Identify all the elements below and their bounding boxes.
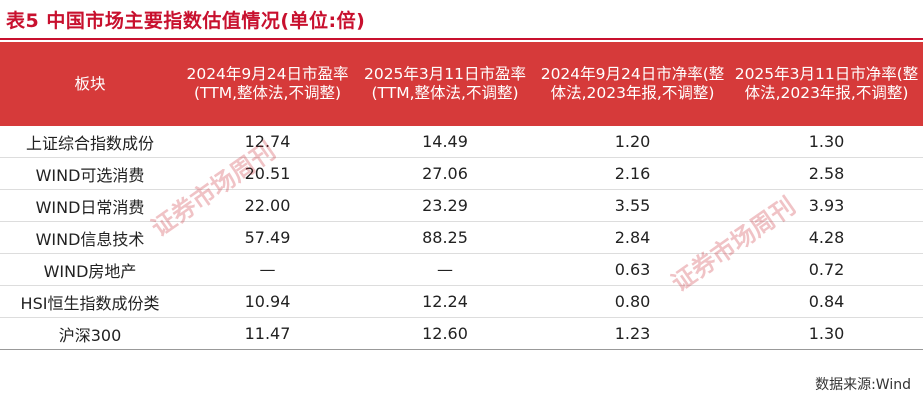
cell: 1.30 xyxy=(730,126,923,158)
cell: 12.24 xyxy=(355,285,535,318)
cell: — xyxy=(355,253,535,286)
cell: 27.06 xyxy=(355,157,535,190)
cell: 0.84 xyxy=(730,285,923,318)
cell: 1.23 xyxy=(535,317,730,350)
cell: 20.51 xyxy=(180,157,355,190)
table-row: 上证综合指数成份 12.74 14.49 1.20 1.30 xyxy=(0,126,923,158)
cell: 10.94 xyxy=(180,285,355,318)
column-header: 2024年9月24日市盈率(TTM,整体法,不调整) xyxy=(180,42,355,126)
cell: 0.80 xyxy=(535,285,730,318)
cell: 2.84 xyxy=(535,221,730,254)
valuation-table: 板块 2024年9月24日市盈率(TTM,整体法,不调整) 2025年3月11日市盈… xyxy=(0,42,923,350)
title-rule xyxy=(0,38,923,40)
cell: 2.58 xyxy=(730,157,923,190)
cell: 3.93 xyxy=(730,189,923,222)
table-row: WIND可选消费 20.51 27.06 2.16 2.58 xyxy=(0,157,923,190)
column-header: 2025年3月11日市盈率(TTM,整体法,不调整) xyxy=(355,42,535,126)
cell: 4.28 xyxy=(730,221,923,254)
cell: 0.72 xyxy=(730,253,923,286)
row-label: WIND房地产 xyxy=(0,253,180,286)
cell: 2.16 xyxy=(535,157,730,190)
source-note: 数据来源:Wind xyxy=(815,377,911,393)
cell: 88.25 xyxy=(355,221,535,254)
row-label: WIND可选消费 xyxy=(0,157,180,190)
row-label: 上证综合指数成份 xyxy=(0,126,180,158)
cell: 1.20 xyxy=(535,126,730,158)
cell: 1.30 xyxy=(730,317,923,350)
table-row: WIND日常消费 22.00 23.29 3.55 3.93 xyxy=(0,189,923,222)
cell: 23.29 xyxy=(355,189,535,222)
cell: 0.63 xyxy=(535,253,730,286)
table-body: 上证综合指数成份 12.74 14.49 1.20 1.30 WIND可选消费 20.51 2… xyxy=(0,126,923,350)
row-label: WIND日常消费 xyxy=(0,189,180,222)
cell: 11.47 xyxy=(180,317,355,350)
cell: 3.55 xyxy=(535,189,730,222)
cell: 14.49 xyxy=(355,126,535,158)
table-row: WIND房地产 — —0.63 0.72 xyxy=(0,253,923,286)
table-row: WIND信息技术 57.49 88.25 2.84 4.28 xyxy=(0,221,923,254)
cell: — xyxy=(180,253,355,286)
cell: 57.49 xyxy=(180,221,355,254)
row-label: HSI恒生指数成份类 xyxy=(0,285,180,318)
cell: 12.74 xyxy=(180,126,355,158)
column-header: 板块 xyxy=(0,42,180,126)
header-row: 板块 2024年9月24日市盈率(TTM,整体法,不调整) 2025年3月11日市盈… xyxy=(0,42,923,126)
table-title: 表5 中国市场主要指数估值情况(单位:倍) xyxy=(6,10,366,32)
table-row: HSI恒生指数成份类 10.94 12.24 0.80 0.84 xyxy=(0,285,923,318)
cell: 22.00 xyxy=(180,189,355,222)
row-label: WIND信息技术 xyxy=(0,221,180,254)
row-label: 沪深300 xyxy=(0,317,180,350)
column-header: 2025年3月11日市净率(整体法,2023年报,不调整) xyxy=(730,42,923,126)
table-row: 沪深300 11.47 12.60 1.23 1.30 xyxy=(0,317,923,350)
cell: 12.60 xyxy=(355,317,535,350)
column-header: 2024年9月24日市净率(整体法,2023年报,不调整) xyxy=(535,42,730,126)
